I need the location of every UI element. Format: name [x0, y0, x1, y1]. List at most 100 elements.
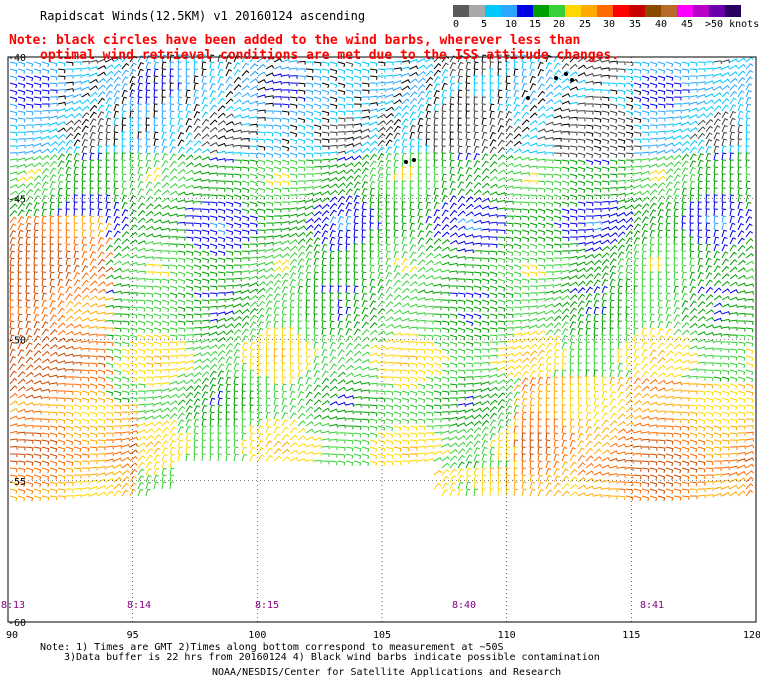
- wind-barb: [65, 139, 74, 147]
- wind-barb: [289, 138, 298, 145]
- wind-barb: [113, 63, 122, 70]
- wind-barb: [561, 288, 571, 294]
- wind-barb: [25, 379, 34, 385]
- wind-barb: [681, 61, 690, 67]
- wind-barb: [689, 180, 695, 189]
- wind-barb: [153, 159, 160, 168]
- wind-barb: [353, 271, 358, 280]
- wind-barb: [185, 82, 191, 91]
- wind-barb: [273, 313, 280, 322]
- wind-barb: [57, 208, 62, 217]
- wind-barb: [257, 94, 267, 99]
- wind-barb: [689, 222, 694, 231]
- wind-barb: [633, 407, 642, 413]
- wind-barb: [641, 236, 648, 245]
- wind-barb: [217, 363, 225, 371]
- wind-barb: [73, 272, 81, 280]
- wind-barb: [665, 425, 674, 430]
- wind-barb: [713, 98, 722, 105]
- wind-barb: [689, 271, 696, 280]
- wind-barb: [161, 54, 167, 63]
- wind-barb: [41, 110, 50, 114]
- wind-barb: [601, 82, 610, 87]
- wind-barb: [401, 236, 408, 245]
- wind-barb: [89, 124, 97, 133]
- wind-barb: [537, 113, 546, 119]
- wind-barb: [713, 287, 722, 294]
- wind-barb: [593, 246, 603, 252]
- wind-barb: [561, 334, 568, 343]
- wind-barb: [577, 404, 583, 413]
- wind-barb: [713, 411, 722, 418]
- wind-barb: [313, 145, 322, 151]
- wind-barb: [345, 75, 354, 82]
- wind-barb: [305, 218, 314, 224]
- wind-barb: [465, 61, 471, 70]
- wind-barb: [25, 75, 34, 82]
- wind-barb: [601, 252, 610, 259]
- wind-barb: [505, 125, 513, 133]
- wind-barb: [657, 143, 667, 148]
- wind-barb: [353, 388, 363, 393]
- wind-barb: [473, 117, 479, 126]
- wind-barb: [553, 166, 562, 172]
- wind-barb: [497, 161, 506, 168]
- wind-barb: [441, 254, 451, 259]
- wind-barb: [401, 187, 406, 196]
- wind-barb: [233, 91, 242, 98]
- wind-barb: [489, 131, 496, 140]
- wind-barb: [577, 201, 586, 207]
- wind-barb: [257, 404, 263, 413]
- wind-barb: [601, 239, 610, 245]
- wind-barb: [625, 362, 632, 371]
- wind-barb: [617, 117, 626, 124]
- wind-barb: [233, 349, 241, 357]
- wind-barb: [121, 306, 130, 311]
- wind-barb: [121, 173, 127, 182]
- wind-barb: [57, 390, 66, 395]
- wind-barb: [497, 285, 506, 292]
- wind-barb: [361, 167, 369, 175]
- wind-barb: [97, 288, 107, 294]
- wind-barb: [257, 274, 267, 280]
- wind-barb: [305, 391, 313, 399]
- wind-barb: [385, 243, 391, 252]
- wind-barb: [73, 132, 81, 140]
- wind-barb: [81, 257, 88, 266]
- wind-barb: [41, 148, 50, 154]
- wind-barb: [489, 229, 498, 233]
- wind-barb: [585, 180, 594, 186]
- wind-barb: [121, 369, 130, 376]
- wind-barb: [337, 215, 344, 224]
- wind-barb: [161, 375, 170, 380]
- wind-barb: [649, 124, 658, 129]
- wind-barb: [289, 152, 298, 159]
- wind-barb: [377, 75, 386, 80]
- wind-barb: [521, 357, 530, 364]
- wind-barb: [553, 362, 559, 371]
- wind-barb: [673, 292, 680, 301]
- wind-barb: [593, 214, 602, 219]
- wind-barb: [297, 159, 306, 165]
- wind-barb: [457, 278, 466, 283]
- wind-barb: [745, 124, 751, 133]
- wind-barb: [25, 299, 31, 308]
- wind-barb: [561, 208, 570, 215]
- wind-barb: [305, 376, 312, 385]
- wind-barb: [73, 139, 81, 147]
- wind-barb: [705, 105, 714, 112]
- wind-barb: [633, 355, 640, 364]
- wind-barb: [489, 393, 498, 399]
- wind-barb: [505, 118, 513, 126]
- wind-barb: [697, 264, 704, 273]
- wind-barb: [457, 348, 466, 355]
- wind-barb: [697, 331, 707, 336]
- wind-barb: [233, 222, 242, 229]
- wind-barb: [265, 201, 274, 207]
- wind-barb: [97, 334, 106, 339]
- wind-barb: [201, 391, 209, 399]
- wind-barb: [665, 61, 674, 68]
- wind-barb: [633, 230, 641, 238]
- wind-barb: [17, 306, 23, 315]
- wind-barb: [41, 328, 49, 336]
